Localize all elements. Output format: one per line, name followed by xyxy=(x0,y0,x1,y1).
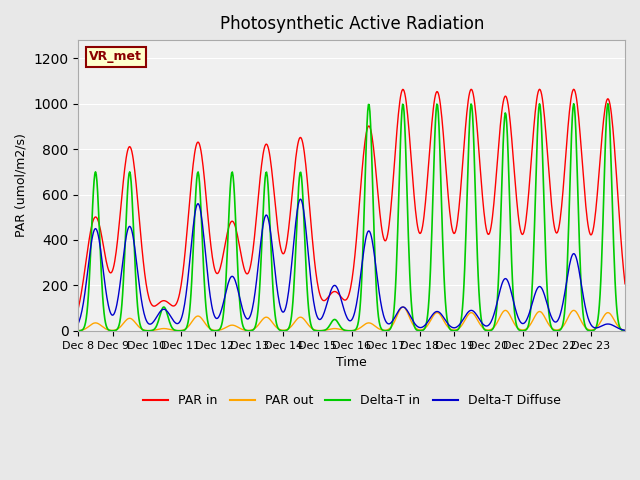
Delta-T in xyxy=(409,314,417,320)
PAR in xyxy=(139,252,147,257)
PAR in xyxy=(287,205,294,211)
Legend: PAR in, PAR out, Delta-T in, Delta-T Diffuse: PAR in, PAR out, Delta-T in, Delta-T Dif… xyxy=(138,389,566,412)
Y-axis label: PAR (umol/m2/s): PAR (umol/m2/s) xyxy=(15,133,28,238)
Delta-T Diffuse xyxy=(621,327,629,333)
PAR in xyxy=(239,261,247,267)
PAR out xyxy=(621,327,629,333)
PAR in xyxy=(439,122,447,128)
PAR in xyxy=(266,155,274,160)
Delta-T in xyxy=(604,101,612,107)
Line: Delta-T in: Delta-T in xyxy=(79,104,625,331)
Line: PAR in: PAR in xyxy=(79,89,625,308)
Delta-T Diffuse xyxy=(266,226,274,232)
Delta-T in xyxy=(440,255,447,261)
Delta-T in xyxy=(239,323,247,329)
Delta-T in xyxy=(139,327,147,333)
Delta-T Diffuse xyxy=(440,314,447,320)
Text: VR_met: VR_met xyxy=(90,50,142,63)
PAR out xyxy=(239,327,247,333)
PAR in xyxy=(75,305,83,311)
Delta-T Diffuse xyxy=(409,317,417,323)
Delta-T Diffuse xyxy=(297,196,305,202)
Line: Delta-T Diffuse: Delta-T Diffuse xyxy=(79,199,625,330)
PAR out xyxy=(287,324,294,330)
Delta-T in xyxy=(287,318,294,324)
Delta-T Diffuse xyxy=(75,320,83,326)
PAR out xyxy=(409,321,417,327)
Delta-T Diffuse xyxy=(239,308,247,313)
Title: Photosynthetic Active Radiation: Photosynthetic Active Radiation xyxy=(220,15,484,33)
PAR out xyxy=(440,317,447,323)
Line: PAR out: PAR out xyxy=(79,307,625,331)
Delta-T in xyxy=(75,328,83,334)
PAR out xyxy=(139,326,147,332)
PAR in xyxy=(408,166,416,171)
PAR out xyxy=(266,317,274,323)
PAR in xyxy=(570,86,577,92)
Delta-T in xyxy=(621,328,629,334)
Delta-T Diffuse xyxy=(287,270,294,276)
Delta-T in xyxy=(266,225,274,230)
X-axis label: Time: Time xyxy=(337,356,367,369)
Delta-T Diffuse xyxy=(139,303,147,309)
PAR in xyxy=(621,281,629,287)
PAR out xyxy=(75,328,83,334)
Delta-T in xyxy=(316,328,323,334)
PAR out xyxy=(399,304,406,310)
